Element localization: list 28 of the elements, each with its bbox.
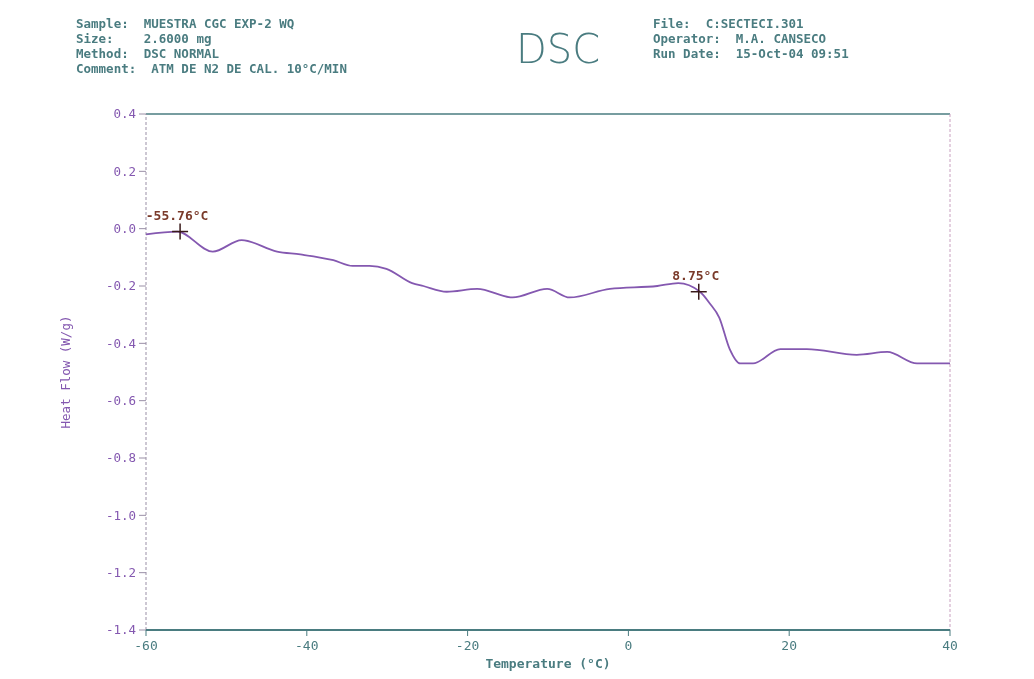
y-tick-label: -0.4 <box>105 335 136 351</box>
text: Operator: M.A. CANSECO <box>653 31 827 46</box>
x-tick-label: -40 <box>295 638 319 653</box>
text: Method: DSC NORMAL <box>76 46 220 61</box>
x-axis-title: Temperature (°C) <box>485 656 611 671</box>
text: Comment: ATM DE N2 DE CAL. 10°C/MIN <box>76 61 347 76</box>
y-tick-label: -1.4 <box>105 622 136 638</box>
x-tick-label: -20 <box>455 638 480 653</box>
y-tick-label: -1.2 <box>105 565 136 581</box>
y-tick-label: -0.6 <box>105 393 136 409</box>
y-tick-label: -0.8 <box>105 450 136 466</box>
text: Size: 2.6000 mg <box>76 31 212 46</box>
y-tick-label: 0.0 <box>113 221 136 237</box>
text: File: C:SECTECI.301 <box>653 16 804 31</box>
x-tick-label: 40 <box>942 638 958 653</box>
annotation: -55.76°C <box>145 207 209 223</box>
y-tick-label: -0.2 <box>105 278 136 294</box>
text: Sample: MUESTRA CGC EXP-2 WQ <box>76 16 295 31</box>
annotation: 8.75°C <box>672 267 720 283</box>
x-tick-label: -60 <box>134 638 158 653</box>
chart-title: DSC <box>515 26 601 72</box>
y-tick-label: 0.4 <box>113 106 136 122</box>
x-tick-label: 20 <box>781 638 798 653</box>
y-tick-label: -1.0 <box>105 507 136 523</box>
text: Run Date: 15-Oct-04 09:51 <box>653 46 849 61</box>
y-axis-title: Heat Flow (W/g) <box>58 315 73 429</box>
x-tick-label: 0 <box>624 638 633 653</box>
y-tick-label: 0.2 <box>113 163 136 179</box>
